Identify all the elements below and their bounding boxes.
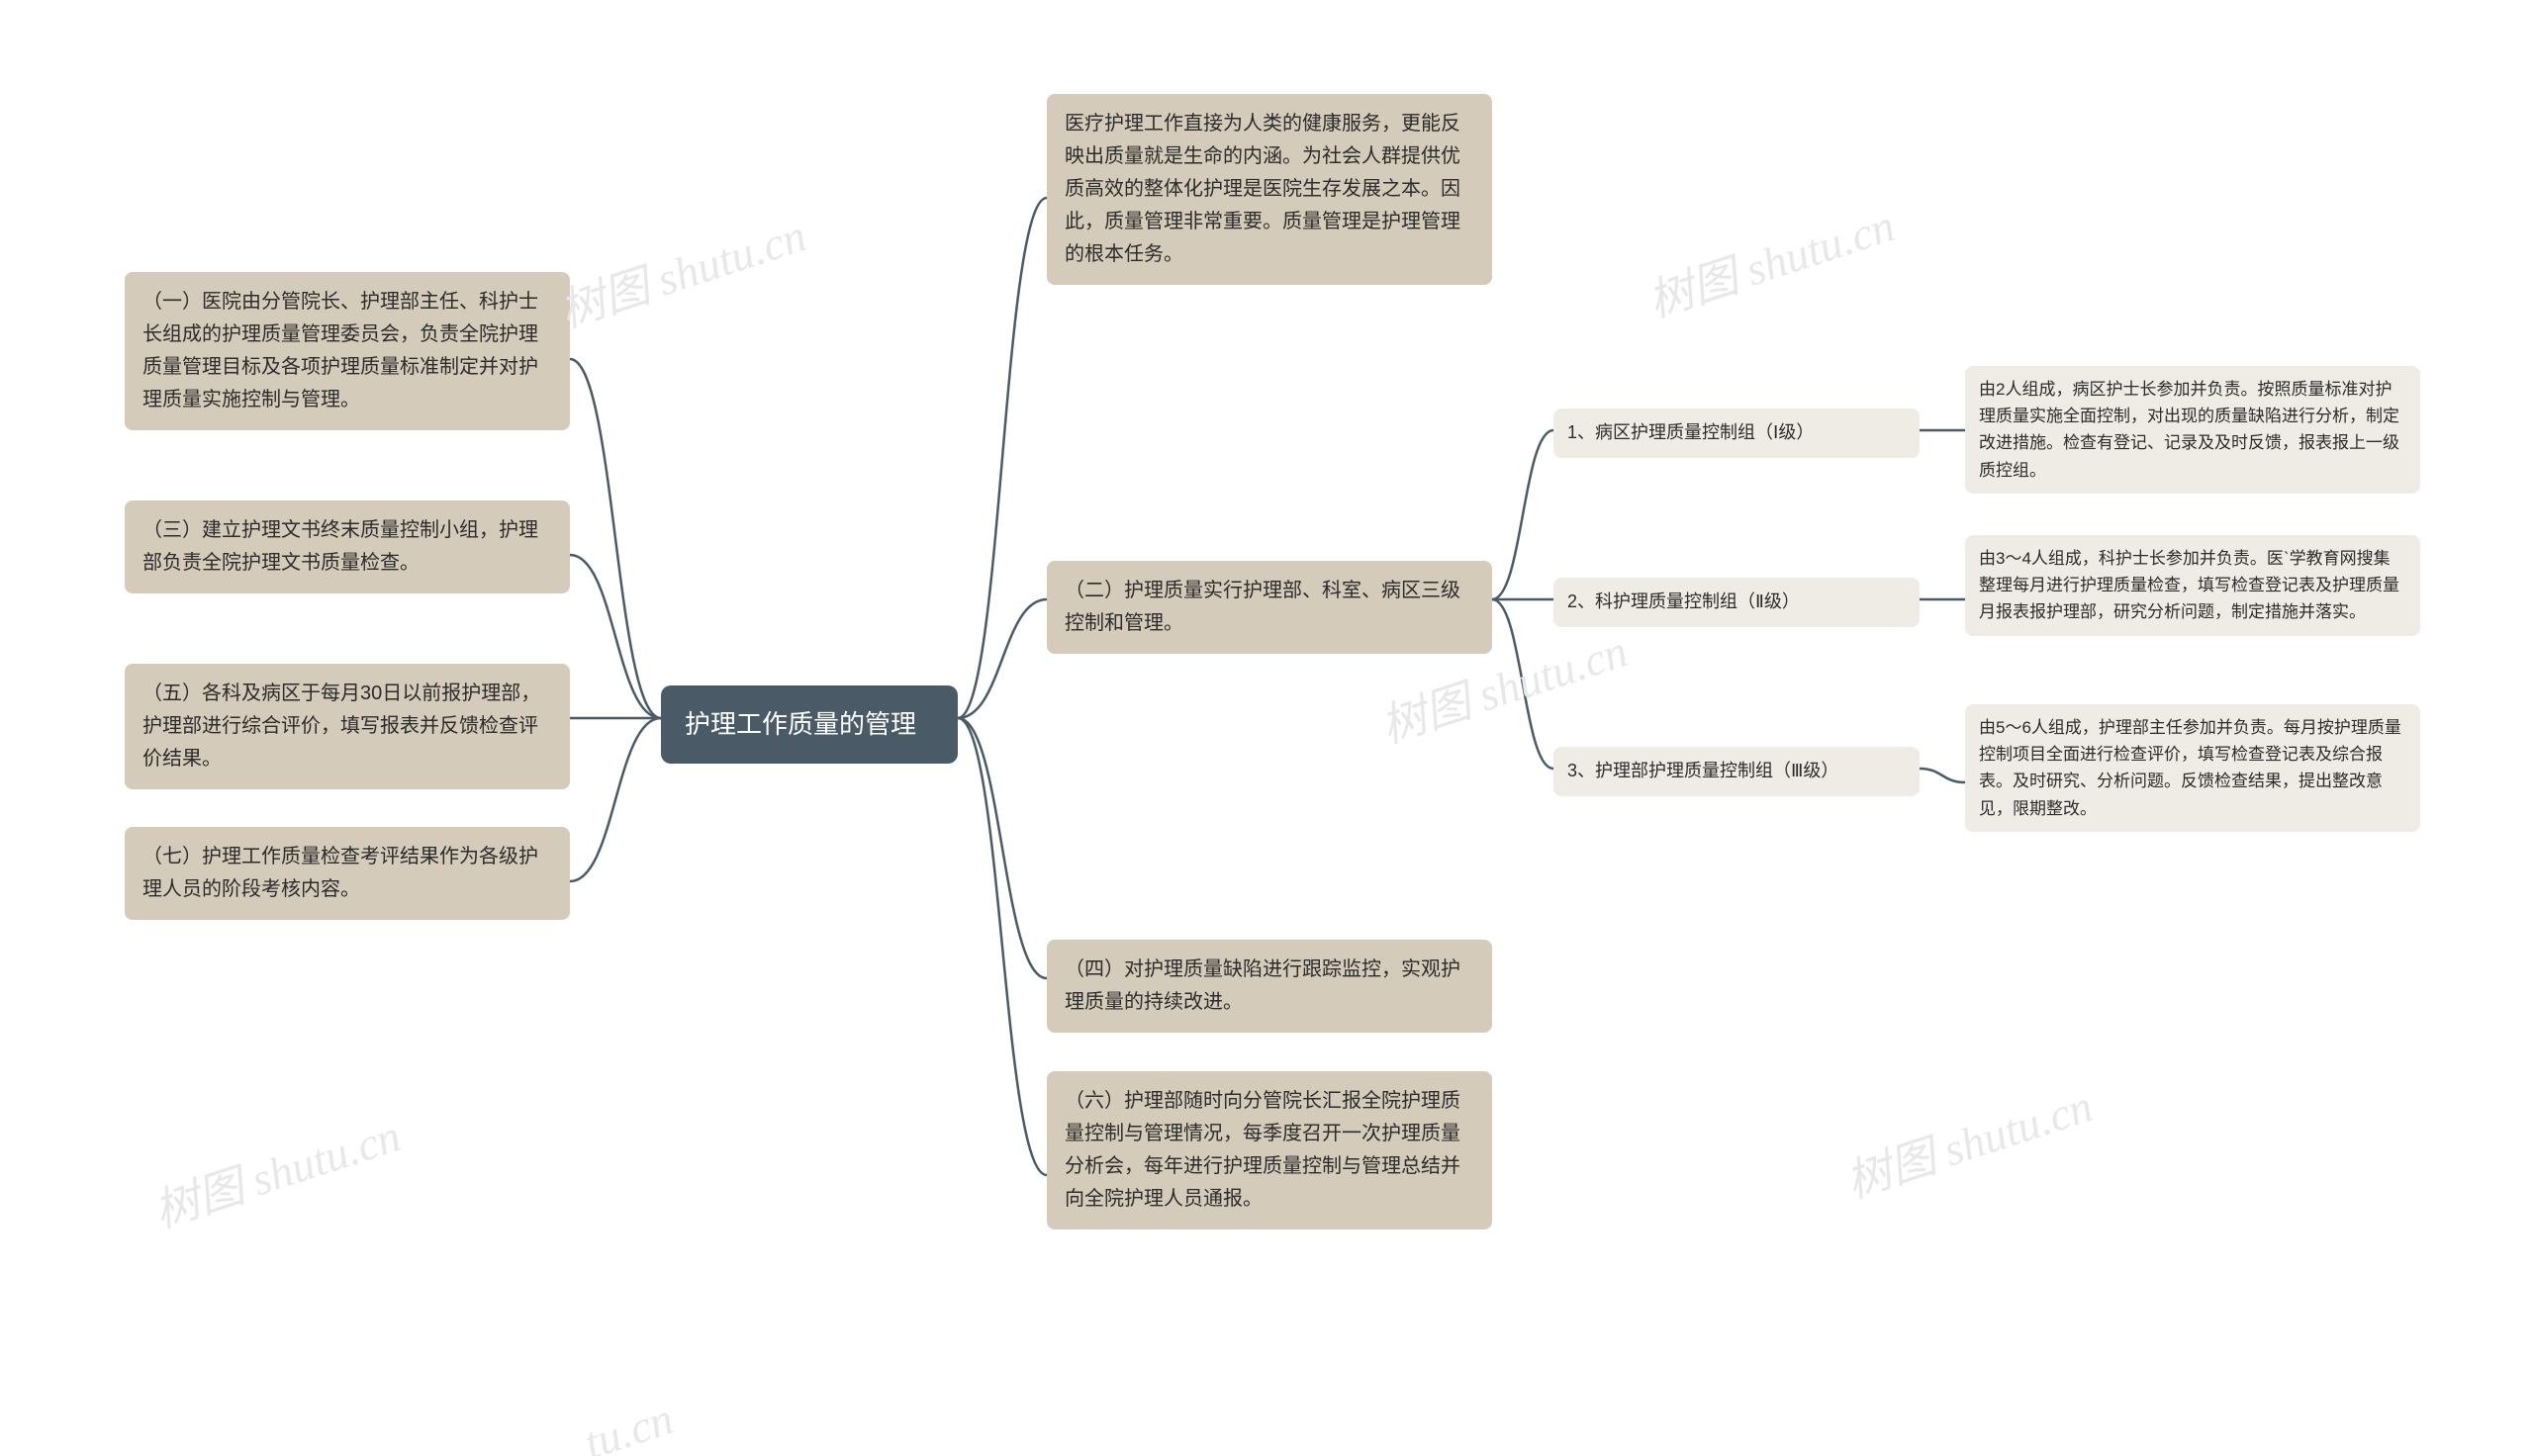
left-node-3: （三）建立护理文书终末质量控制小组，护理部负责全院护理文书质量检查。	[125, 500, 570, 593]
right-node-intro: 医疗护理工作直接为人类的健康服务，更能反映出质量就是生命的内涵。为社会人群提供优…	[1047, 94, 1492, 285]
watermark: 树图 shutu.cn	[550, 200, 813, 341]
detail-node-level3: 由5～6人组成，护理部主任参加并负责。每月按护理质量控制项目全面进行检查评价，填…	[1965, 704, 2420, 832]
right-node-4: （四）对护理质量缺陷进行跟踪监控，实观护理质量的持续改进。	[1047, 940, 1492, 1033]
left-node-5: （五）各科及病区于每月30日以前报护理部，护理部进行综合评价，填写报表并反馈检查…	[125, 664, 570, 789]
watermark: tu.cn	[578, 1392, 680, 1456]
detail-node-level1: 由2人组成，病区护士长参加并负责。按照质量标准对护理质量实施全面控制，对出现的质…	[1965, 366, 2420, 494]
root-node: 护理工作质量的管理	[661, 685, 958, 764]
sub-node-level1: 1、病区护理质量控制组（Ⅰ级）	[1553, 409, 1920, 458]
watermark: 树图 shutu.cn	[1836, 1070, 2100, 1212]
right-node-6: （六）护理部随时向分管院长汇报全院护理质量控制与管理情况，每季度召开一次护理质量…	[1047, 1071, 1492, 1229]
sub-node-level2: 2、科护理质量控制组（Ⅱ级）	[1553, 578, 1920, 627]
detail-node-level2: 由3～4人组成，科护士长参加并负责。医`学教育网搜集整理每月进行护理质量检查，填…	[1965, 535, 2420, 636]
watermark: 树图 shutu.cn	[144, 1100, 408, 1241]
left-node-1: （一）医院由分管院长、护理部主任、科护士长组成的护理质量管理委员会，负责全院护理…	[125, 272, 570, 430]
right-node-2: （二）护理质量实行护理部、科室、病区三级控制和管理。	[1047, 561, 1492, 654]
left-node-7: （七）护理工作质量检查考评结果作为各级护理人员的阶段考核内容。	[125, 827, 570, 920]
sub-node-level3: 3、护理部护理质量控制组（Ⅲ级）	[1553, 747, 1920, 796]
watermark: 树图 shutu.cn	[1639, 190, 1902, 331]
